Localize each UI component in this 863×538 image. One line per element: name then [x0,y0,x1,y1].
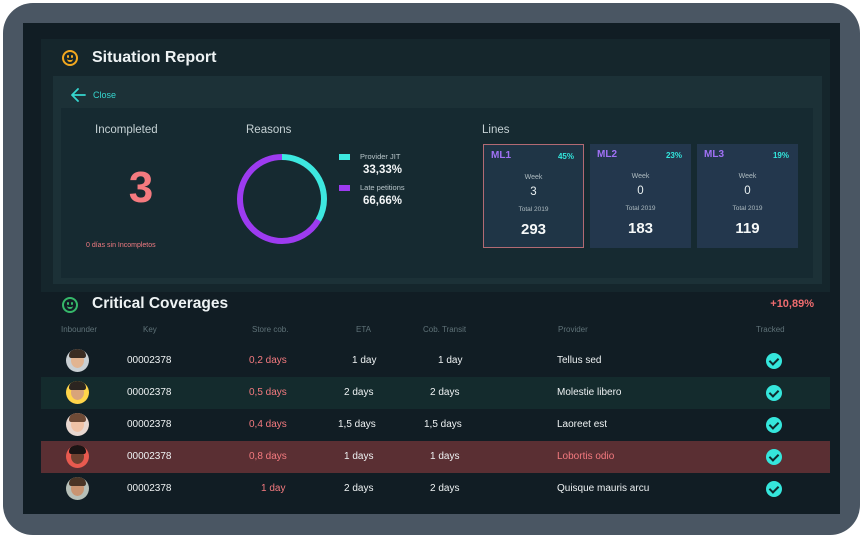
week-value: 0 [637,185,644,197]
situation-report-body: Close Incompleted 3 0 días sin Incomplet… [53,76,822,284]
key-cell: 00002378 [127,387,172,398]
total-label: Total 2019 [732,205,763,212]
incompleted-heading: Incompleted [95,124,158,136]
smiley-icon [62,50,78,66]
situation-report-panel: Situation Report Close Incompleted 3 0 d… [41,39,830,292]
table-row[interactable]: 00002378 0,4 days 1,5 days 1,5 days Laoreet … [41,409,830,441]
tracked-check-icon [766,353,782,369]
tracked-check-icon [766,417,782,433]
key-cell: 00002378 [127,355,172,366]
avatar [66,349,89,372]
critical-coverages-header: Critical Coverages +10,89% [41,280,830,322]
total-value: 183 [627,220,654,237]
situation-report-header: Situation Report [41,39,830,75]
legend-label: Provider JIT [360,152,401,161]
column-header-cob-transit[interactable]: Cob. Transit [423,325,467,334]
cob-transit-cell: 1,5 days [424,419,462,430]
eta-cell: 1 days [344,451,374,462]
app-screen: Situation Report Close Incompleted 3 0 d… [23,23,840,514]
store-cob-cell: 1 day [261,483,286,494]
total-value: 119 [735,220,760,237]
cob-transit-cell: 1 days [430,451,460,462]
legend-swatch [339,154,350,160]
column-header-provider[interactable]: Provider [558,325,588,334]
arrow-left-icon [71,88,86,102]
table-row[interactable]: 00002378 1 day 2 days 2 days Quisque mauris … [41,473,830,505]
legend-value: 66,66% [363,195,403,207]
avatar [66,381,89,404]
eta-cell: 2 days [344,483,374,494]
coverage-change: +10,89% [770,298,814,310]
avatar [66,413,89,436]
provider-cell: Lobortis odio [557,451,615,462]
line-percent: 23% [665,151,682,160]
line-card-ml2[interactable]: ML2 23% Week 0 Total 2019 183 [590,144,691,248]
total-label: Total 2019 [625,205,656,212]
line-card-ml1[interactable]: ML1 45% Week 3 Total 2019 293 [483,144,584,248]
cob-transit-cell: 1 day [438,355,463,366]
key-cell: 00002378 [127,483,172,494]
incompleted-note: 0 días sin Incompletos [86,242,156,249]
eta-cell: 1 day [352,355,377,366]
store-cob-cell: 0,2 days [249,355,287,366]
week-label: Week [631,173,650,180]
table-row[interactable]: 00002378 0,8 days 1 days 1 days Lobortis odi… [41,441,830,473]
total-label: Total 2019 [518,206,549,213]
store-cob-cell: 0,8 days [249,451,287,462]
key-cell: 00002378 [127,451,172,462]
eta-cell: 1,5 days [338,419,376,430]
avatar [66,477,89,500]
smiley-icon [62,297,78,313]
critical-coverages-title: Critical Coverages [92,295,229,312]
week-label: Week [524,174,543,181]
line-percent: 19% [772,151,789,160]
provider-cell: Quisque mauris arcu [557,483,650,494]
store-cob-cell: 0,4 days [249,419,287,430]
incompleted-count: 3 [128,163,154,212]
column-header-eta[interactable]: ETA [356,325,371,334]
provider-cell: Molestie libero [557,387,622,398]
table-row[interactable]: 00002378 0,5 days 2 days 2 days Molestie lib… [41,377,830,409]
reasons-donut-chart [237,154,327,244]
lines-heading: Lines [482,124,510,136]
tracked-check-icon [766,481,782,497]
device-frame: Situation Report Close Incompleted 3 0 d… [3,3,860,535]
column-header-tracked[interactable]: Tracked [756,325,785,334]
cob-transit-cell: 2 days [430,483,460,494]
column-header-store-cob[interactable]: Store cob. [252,325,289,334]
column-header-inbounder[interactable]: Inbounder [61,325,98,334]
key-cell: 00002378 [127,419,172,430]
week-value: 3 [530,186,537,198]
cob-transit-cell: 2 days [430,387,460,398]
close-button[interactable]: Close [71,87,116,103]
week-label: Week [738,173,757,180]
situation-report-title: Situation Report [92,49,217,66]
legend-swatch [339,185,350,191]
total-value: 293 [520,221,547,238]
provider-cell: Laoreet est [557,419,608,430]
provider-cell: Tellus sed [557,355,602,366]
reasons-heading: Reasons [246,124,292,136]
eta-cell: 2 days [344,387,374,398]
line-percent: 45% [557,152,574,161]
legend-value: 33,33% [363,164,403,176]
line-name: ML3 [704,149,724,160]
situation-report-content: Incompleted 3 0 días sin Incompletos Rea… [61,108,813,278]
legend-label: Late petitions [360,183,405,192]
week-value: 0 [744,185,751,197]
line-name: ML2 [597,149,617,160]
tracked-check-icon [766,449,782,465]
line-name: ML1 [491,150,511,161]
donut-segment-late-petitions [237,154,327,244]
store-cob-cell: 0,5 days [249,387,287,398]
tracked-check-icon [766,385,782,401]
table-row[interactable]: 00002378 0,2 days 1 day 1 day Tellus sed [41,345,830,377]
avatar [66,445,89,468]
line-card-ml3[interactable]: ML3 19% Week 0 Total 2019 119 [697,144,798,248]
close-label: Close [93,90,117,100]
column-header-key[interactable]: Key [143,325,157,334]
